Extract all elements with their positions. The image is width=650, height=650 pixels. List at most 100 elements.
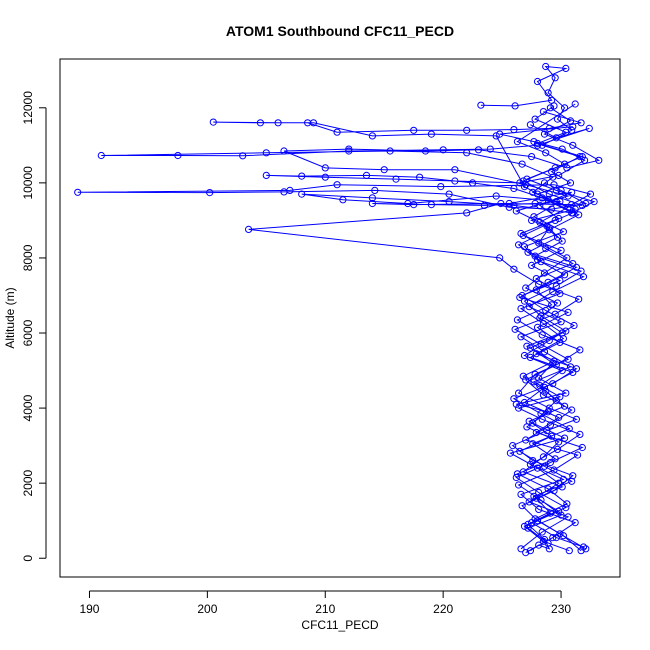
data-point [427, 130, 435, 138]
data-point [555, 438, 563, 446]
data-point [522, 284, 530, 292]
data-point [544, 485, 552, 493]
y-tick-label: 6000 [21, 319, 35, 346]
data-point [535, 541, 543, 549]
data-point [496, 130, 504, 138]
series-line [213, 111, 582, 544]
data-point [537, 410, 545, 418]
data-point [526, 547, 535, 555]
data-point [537, 496, 545, 504]
data-point [421, 147, 430, 155]
data-point [558, 237, 566, 245]
data-point [97, 151, 105, 160]
data-point [582, 199, 590, 208]
data-point [549, 534, 557, 542]
data-point [536, 201, 544, 209]
data-point [568, 477, 576, 485]
data-point [530, 213, 538, 221]
data-point [510, 395, 518, 403]
data-point [540, 269, 549, 277]
data-point [533, 77, 542, 86]
data-point [540, 130, 549, 138]
data-point [546, 421, 555, 429]
data-point [562, 327, 570, 335]
data-point [371, 186, 379, 194]
data-point [416, 173, 424, 181]
data-point [519, 372, 527, 380]
data-point [298, 190, 306, 198]
data-point [535, 488, 543, 497]
data-point [209, 118, 217, 126]
data-point [333, 181, 341, 189]
data-point [206, 189, 214, 197]
data-point [513, 138, 522, 146]
data-point [566, 179, 575, 187]
data-point [582, 545, 590, 553]
data-point [511, 102, 519, 110]
data-point [298, 172, 306, 180]
data-point [511, 325, 519, 333]
x-tick-label: 190 [79, 602, 99, 616]
data-point [480, 201, 488, 209]
data-point [564, 308, 572, 316]
data-point [576, 346, 584, 354]
data-point [578, 443, 586, 452]
data-series-7 [298, 100, 598, 557]
data-point [590, 198, 598, 206]
series-line [266, 126, 586, 550]
data-point [280, 188, 288, 196]
data-point [532, 350, 540, 358]
data-point [539, 320, 548, 328]
data-point [515, 481, 523, 489]
data-point [520, 522, 529, 530]
data-point [533, 464, 542, 472]
data-point [529, 188, 537, 196]
data-point [559, 228, 568, 236]
data-point [553, 445, 562, 453]
data-point [520, 243, 529, 251]
data-point [552, 361, 560, 369]
data-point [575, 211, 583, 219]
data-point [522, 436, 530, 444]
data-point [262, 171, 270, 179]
data-point [526, 460, 535, 468]
data-point [563, 164, 571, 172]
data-point [510, 265, 518, 273]
data-point [545, 190, 553, 198]
data-point [505, 199, 513, 208]
data-point [530, 378, 538, 386]
data-point [568, 209, 576, 217]
data-point [548, 301, 556, 309]
data-point [516, 293, 524, 301]
data-point [539, 453, 548, 461]
data-point [492, 132, 500, 140]
data-point [575, 295, 583, 303]
data-point [557, 246, 565, 254]
data-point [569, 260, 577, 268]
data-point [551, 455, 559, 463]
data-point [571, 519, 579, 527]
data-point [518, 160, 526, 168]
data-point [535, 505, 543, 513]
data-series-8 [368, 102, 590, 553]
chart-title: ATOM1 Southbound CFC11_PECD [226, 23, 454, 39]
data-point [469, 179, 477, 187]
data-point [256, 119, 264, 127]
data-point [518, 502, 526, 510]
data-point [496, 254, 504, 262]
data-point [437, 183, 445, 191]
data-point [274, 119, 282, 127]
data-point [506, 449, 514, 457]
data-point [362, 171, 371, 179]
data-point [551, 216, 559, 224]
y-tick-label: 2000 [21, 469, 35, 496]
data-point [579, 273, 588, 281]
data-point [510, 184, 518, 193]
data-point [516, 447, 524, 455]
x-tick-label: 210 [315, 602, 335, 616]
x-axis-label: CFC11_PECD [301, 618, 378, 632]
x-tick-label: 230 [551, 602, 571, 616]
y-tick-label: 0 [21, 555, 35, 562]
